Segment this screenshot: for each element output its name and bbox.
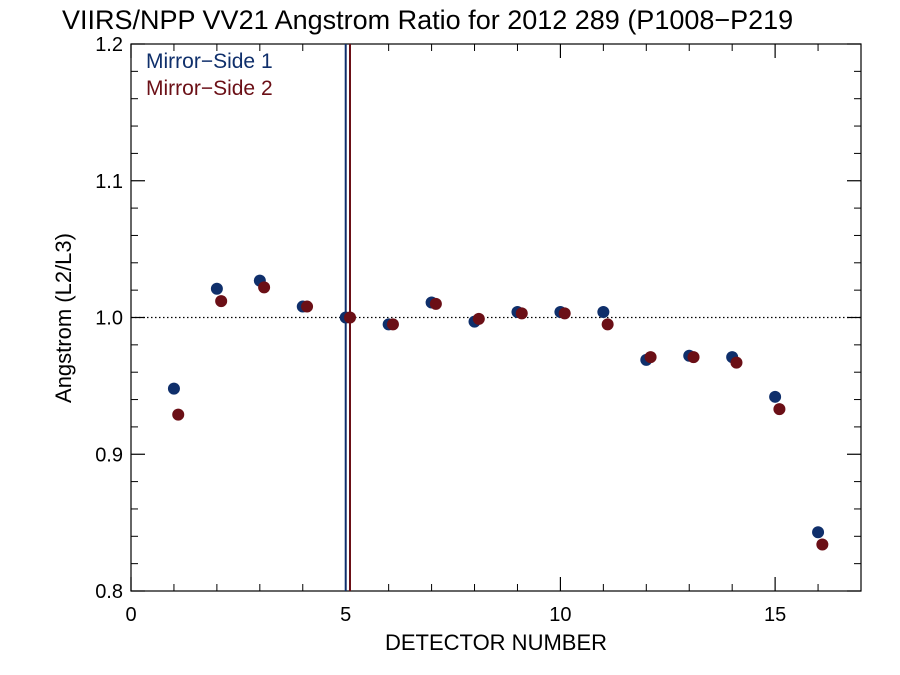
data-point-series-2 [386, 318, 399, 331]
y-tick-label: 0.9 [95, 444, 123, 466]
data-point-series-2 [773, 403, 786, 416]
legend-item-mirror-side-1: Mirror−Side 1 [146, 50, 273, 73]
data-point-series-1 [167, 382, 180, 395]
data-point-series-2 [816, 538, 829, 551]
data-point-series-2 [687, 351, 700, 364]
data-point-series-2 [258, 281, 271, 294]
plot-area: 0 5 10 15 0.8 0.9 1.0 1.1 1.2 [95, 34, 862, 626]
data-point-series-2 [472, 312, 485, 325]
y-tick-label: 1.0 [95, 308, 123, 330]
y-axis-label: Angstrom (L2/L3) [51, 233, 76, 403]
y-tick-label: 1.1 [95, 171, 123, 193]
x-tick-label: 0 [125, 604, 136, 626]
data-point-series-2 [172, 408, 185, 421]
data-point-series-1 [597, 306, 610, 319]
legend: Mirror−Side 1 Mirror−Side 2 [146, 50, 273, 100]
data-point-series-2 [558, 307, 571, 320]
x-tick-label: 10 [549, 604, 571, 626]
data-point-series-2 [515, 307, 528, 320]
data-point-series-2 [730, 356, 743, 369]
y-tick-label: 1.2 [95, 34, 123, 56]
data-point-series-2 [601, 318, 614, 331]
x-tick-label: 15 [764, 604, 786, 626]
y-tick-label: 0.8 [95, 581, 123, 603]
data-point-series-1 [769, 390, 782, 403]
chart-title: VIIRS/NPP VV21 Angstrom Ratio for 2012 2… [62, 5, 793, 35]
data-point-series-1 [812, 526, 825, 539]
data-point-series-2 [215, 295, 228, 308]
x-axis-label: DETECTOR NUMBER [385, 630, 607, 655]
data-point-series-2 [301, 300, 314, 313]
data-point-series-2 [344, 311, 356, 324]
legend-item-mirror-side-2: Mirror−Side 2 [146, 77, 273, 100]
data-point-series-2 [429, 297, 442, 310]
x-tick-label: 5 [340, 604, 351, 626]
data-point-series-1 [210, 282, 223, 295]
data-point-series-2 [644, 351, 657, 364]
